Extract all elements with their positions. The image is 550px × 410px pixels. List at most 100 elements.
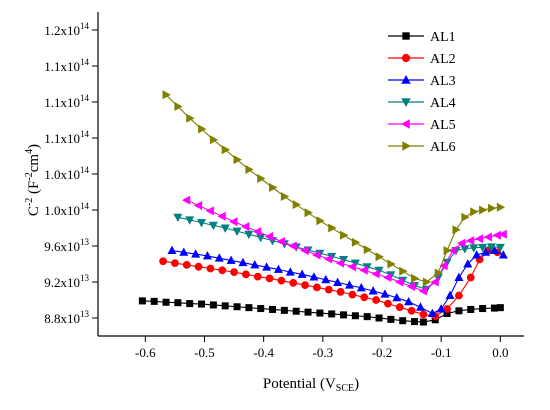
series-layer [138, 90, 508, 326]
data-point [419, 318, 427, 326]
data-point [479, 205, 488, 215]
data-point [205, 206, 214, 216]
data-point [498, 250, 508, 259]
legend-item-al5: AL5 [388, 118, 456, 133]
data-point [217, 211, 226, 221]
data-point [209, 135, 219, 145]
data-point [472, 250, 482, 259]
data-point [300, 245, 309, 256]
data-point [162, 298, 170, 306]
data-point [375, 252, 384, 262]
data-point [253, 272, 262, 281]
legend-item-al2: AL2 [388, 52, 456, 67]
data-point [387, 259, 396, 269]
legend-label: AL2 [430, 52, 456, 67]
data-point [218, 266, 227, 275]
data-point [309, 272, 319, 281]
data-point [289, 278, 298, 287]
data-point [348, 290, 357, 299]
data-point [455, 307, 463, 315]
y-tick-label: 1.1x1014 [44, 129, 89, 146]
data-point [387, 315, 395, 323]
data-point [280, 306, 288, 314]
data-point [430, 277, 439, 287]
data-point [399, 266, 408, 276]
data-point [245, 164, 254, 175]
data-point [360, 293, 369, 302]
data-point [427, 308, 437, 318]
data-point [404, 296, 414, 306]
data-point [340, 311, 348, 319]
data-point [351, 312, 359, 320]
data-point [384, 299, 392, 308]
data-point [244, 230, 254, 240]
data-point [490, 304, 498, 312]
data-point [457, 238, 466, 248]
data-point [395, 303, 404, 312]
legend-marker [401, 98, 411, 108]
legend-label: AL3 [430, 74, 456, 89]
data-point [328, 310, 336, 318]
data-point [478, 243, 488, 253]
series-al3 [167, 245, 508, 318]
data-point [245, 304, 253, 312]
data-point [171, 259, 179, 267]
data-point [226, 255, 236, 264]
x-tick-label: -0.1 [431, 345, 452, 360]
data-point [288, 241, 297, 251]
data-point [481, 247, 491, 256]
data-point [483, 232, 493, 242]
data-point [269, 305, 277, 313]
data-point [174, 299, 182, 307]
x-tick-label: 0.0 [492, 345, 508, 360]
legend-item-al1: AL1 [388, 30, 456, 45]
data-point [313, 283, 321, 292]
data-point [262, 262, 272, 271]
data-point [466, 273, 475, 282]
data-point [257, 173, 266, 184]
data-point [392, 292, 402, 302]
data-point [276, 236, 285, 247]
data-point [186, 113, 195, 123]
data-point [372, 296, 380, 304]
x-tick-label: -0.5 [194, 345, 215, 360]
legend-marker [401, 74, 411, 84]
x-axis-ticks: -0.6 -0.5 -0.4 -0.3 -0.2 -0.1 0.0 [135, 336, 508, 360]
data-point [470, 207, 479, 217]
legend-marker [401, 53, 411, 63]
data-point [173, 213, 183, 223]
data-point [312, 250, 321, 260]
data-point [436, 304, 446, 313]
data-point [304, 308, 312, 316]
data-point [241, 222, 250, 232]
legend-marker [400, 119, 410, 129]
legend-label: AL6 [430, 140, 456, 155]
y-tick-label: 1.0x1014 [44, 201, 89, 218]
data-point [191, 249, 201, 258]
data-point [186, 300, 194, 308]
data-point [335, 258, 345, 268]
data-point [344, 280, 354, 289]
data-point [316, 309, 324, 317]
data-point [394, 277, 404, 287]
data-point [185, 216, 195, 225]
legend-marker [402, 141, 412, 151]
x-axis-title: Potential (VSCE) [263, 376, 359, 394]
x-tick-label: -0.3 [313, 345, 334, 360]
data-point [422, 277, 432, 287]
y-tick-label: 1.1x1014 [44, 93, 89, 110]
data-point [182, 260, 191, 269]
data-point [487, 203, 497, 213]
data-point [208, 221, 218, 231]
data-point [242, 270, 250, 279]
data-point [264, 232, 274, 242]
data-point [375, 314, 383, 322]
data-point [179, 247, 189, 256]
data-point [411, 273, 420, 283]
data-point [202, 251, 212, 260]
data-point [411, 318, 419, 326]
data-point [220, 224, 230, 233]
data-point [316, 216, 325, 226]
data-point [492, 230, 501, 240]
legend: AL1 AL2 AL3 AL4 AL5 AL6 [388, 30, 456, 155]
